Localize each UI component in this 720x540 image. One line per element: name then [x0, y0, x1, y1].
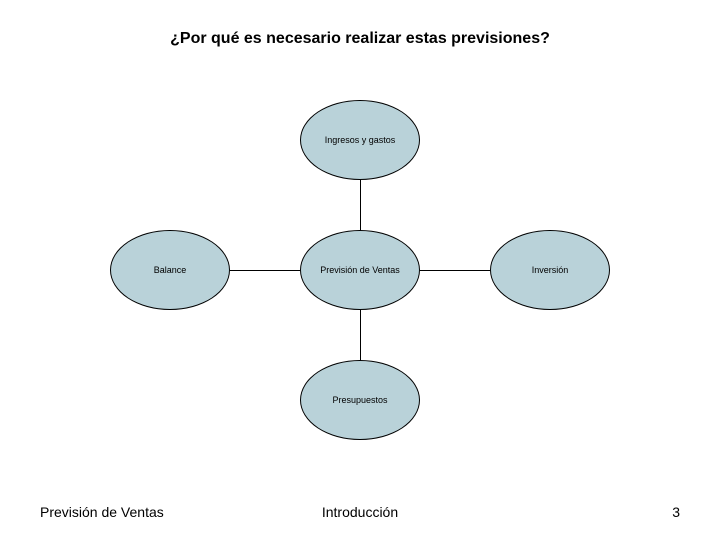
radial-diagram: Ingresos y gastos Previsión de Ventas Ba… [0, 80, 720, 450]
node-label: Presupuestos [332, 395, 387, 405]
node-presupuestos: Presupuestos [300, 360, 420, 440]
edge-center-bottom [360, 310, 361, 360]
node-label: Ingresos y gastos [325, 135, 396, 145]
edge-center-left [230, 270, 300, 271]
node-label: Inversión [532, 265, 569, 275]
edge-center-right [420, 270, 490, 271]
node-prevision-ventas: Previsión de Ventas [300, 230, 420, 310]
footer-center-text: Introducción [0, 504, 720, 520]
edge-center-top [360, 180, 361, 230]
node-ingresos-gastos: Ingresos y gastos [300, 100, 420, 180]
node-inversion: Inversión [490, 230, 610, 310]
node-label: Previsión de Ventas [320, 265, 400, 275]
page-number: 3 [672, 504, 680, 520]
slide-title: ¿Por qué es necesario realizar estas pre… [0, 30, 720, 48]
node-balance: Balance [110, 230, 230, 310]
node-label: Balance [154, 265, 187, 275]
